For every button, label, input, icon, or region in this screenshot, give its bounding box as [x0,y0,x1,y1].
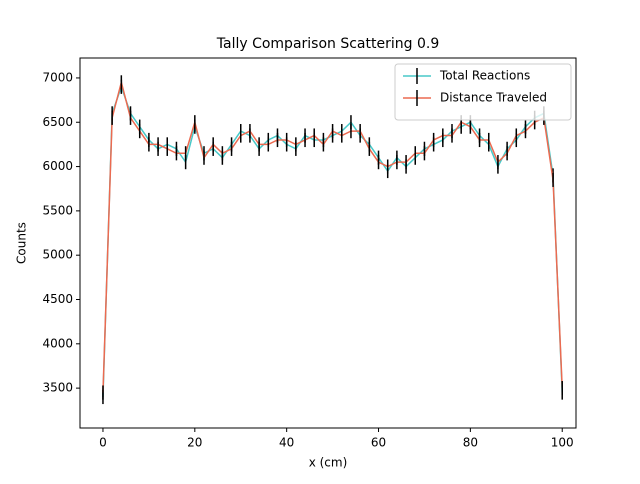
x-tick-label: 60 [371,436,386,450]
y-tick-label: 7000 [42,70,73,84]
y-tick-label: 4500 [42,292,73,306]
y-tick-label: 6000 [42,159,73,173]
chart-title: Tally Comparison Scattering 0.9 [216,36,439,52]
x-tick-label: 80 [463,436,478,450]
legend-label: Distance Traveled [440,91,547,105]
y-axis-label: Counts [15,222,29,264]
y-tick-label: 5500 [42,203,73,217]
y-tick-label: 6500 [42,115,73,129]
y-tick-label: 3500 [42,381,73,395]
x-tick-label: 40 [279,436,294,450]
x-tick-label: 0 [99,436,107,450]
plot-frame [79,57,577,429]
y-tick-label: 5000 [42,248,73,262]
x-tick-label: 20 [187,436,202,450]
y-tick-label: 4000 [42,336,73,350]
x-tick-label: 100 [551,436,574,450]
x-axis-label: x (cm) [309,456,348,470]
legend-box [394,63,572,121]
legend-label: Total Reactions [439,69,530,83]
